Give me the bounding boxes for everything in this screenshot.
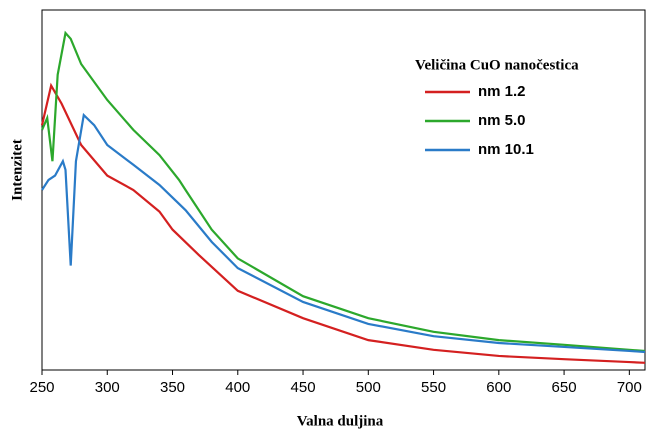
legend-label: nm 1.2: [478, 83, 526, 100]
line-series: [40, 82, 646, 364]
y-axis-label: Intenzitet: [9, 139, 25, 201]
x-tick-label: 400: [225, 379, 250, 396]
legend-label: nm 5.0: [478, 112, 526, 129]
x-tick-label: 600: [486, 379, 511, 396]
x-tick-label: 700: [617, 379, 642, 396]
x-tick-label: 500: [356, 379, 381, 396]
legend-label: nm 10.1: [478, 141, 534, 158]
x-tick-label: 300: [95, 379, 120, 396]
x-tick-label: 350: [160, 379, 185, 396]
line-series: [41, 112, 646, 354]
legend-title: Veličina CuO nanočestica: [415, 57, 579, 73]
line-series: [40, 30, 646, 353]
x-axis-label: Valna duljina: [297, 413, 384, 429]
x-tick-label: 550: [421, 379, 446, 396]
x-tick-label: 450: [291, 379, 316, 396]
x-tick-label: 650: [552, 379, 577, 396]
x-tick-label: 250: [29, 379, 54, 396]
